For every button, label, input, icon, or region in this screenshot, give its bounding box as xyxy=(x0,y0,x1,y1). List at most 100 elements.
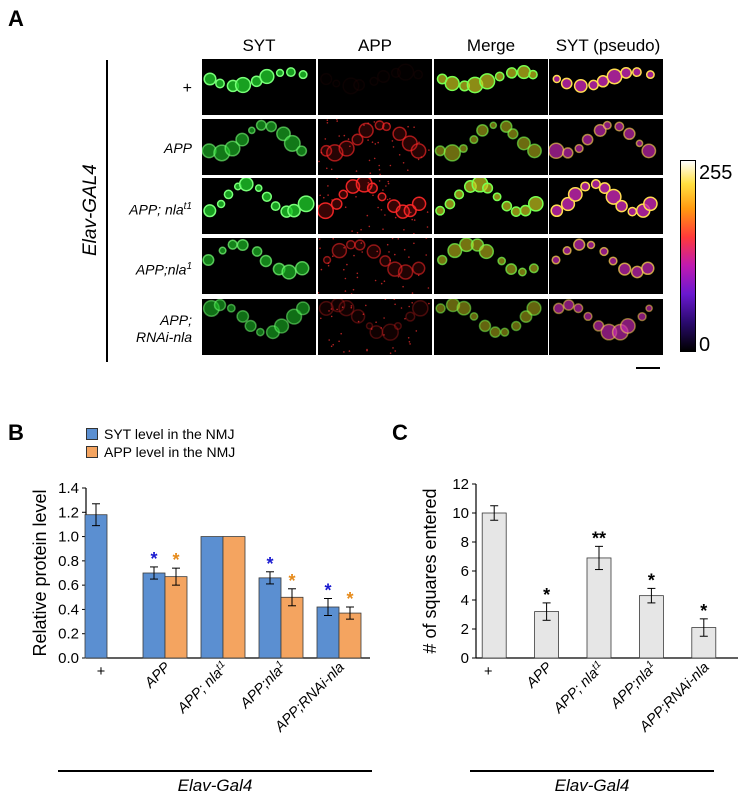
significance-mark: * xyxy=(172,550,179,570)
speckle xyxy=(327,194,329,196)
bouton xyxy=(320,72,333,86)
bar xyxy=(164,576,188,659)
bouton xyxy=(641,261,655,276)
bouton xyxy=(528,263,539,274)
micrograph-syt-row1 xyxy=(202,59,316,115)
x-tick-label: APP;nla1 xyxy=(236,659,290,713)
bouton xyxy=(606,68,623,85)
speckle xyxy=(336,120,338,122)
bouton xyxy=(318,202,334,220)
bouton xyxy=(482,182,494,194)
y-tick-label: 4 xyxy=(461,592,469,609)
bouton xyxy=(285,67,296,78)
speckle xyxy=(382,189,384,191)
speckle xyxy=(320,268,323,271)
bouton xyxy=(411,299,429,317)
speckle xyxy=(413,126,415,128)
speckle xyxy=(428,302,430,305)
speckle xyxy=(378,180,381,182)
bouton xyxy=(435,205,446,216)
intensity-colorbar xyxy=(680,160,696,352)
speckle xyxy=(365,304,367,307)
row-label-app-nlat1: APP; nlat1 xyxy=(129,201,192,218)
bouton xyxy=(528,69,538,80)
speckle xyxy=(352,288,355,291)
bouton xyxy=(296,145,308,157)
bouton xyxy=(295,301,311,316)
speckle xyxy=(410,211,412,214)
speckle xyxy=(319,194,321,197)
bouton xyxy=(392,126,407,142)
speckle xyxy=(330,308,333,310)
speckle xyxy=(389,259,391,261)
bouton xyxy=(492,192,502,202)
bouton xyxy=(379,255,392,267)
speckle xyxy=(411,302,413,304)
speckle xyxy=(389,164,392,167)
speckle xyxy=(417,274,420,277)
speckle xyxy=(373,121,376,123)
bouton xyxy=(376,69,391,84)
speckle xyxy=(355,170,358,172)
bouton xyxy=(550,204,564,218)
y-tick-label: 0.4 xyxy=(58,601,79,618)
bouton xyxy=(627,206,638,217)
bouton xyxy=(369,325,384,340)
speckle xyxy=(413,219,416,221)
x-tick-label: APP; nlat1 xyxy=(173,659,232,718)
speckle xyxy=(350,305,353,307)
bouton xyxy=(444,198,456,210)
speckle xyxy=(383,317,385,319)
legend-swatch-app xyxy=(86,446,98,458)
bouton xyxy=(259,68,275,85)
bouton xyxy=(287,203,301,218)
speckle xyxy=(343,134,346,137)
bouton xyxy=(234,76,252,94)
bouton xyxy=(583,311,593,322)
genotype-label-c: Elav-Gal4 xyxy=(554,776,630,795)
bouton xyxy=(381,122,392,132)
bouton xyxy=(500,327,510,337)
speckle xyxy=(319,247,321,249)
bouton xyxy=(223,189,234,200)
speckle xyxy=(402,162,405,164)
x-tick-label: APP;nla1 xyxy=(607,659,661,713)
y-tick-label: 8 xyxy=(461,534,469,551)
speckle xyxy=(318,204,319,207)
speckle xyxy=(326,122,329,124)
speckle xyxy=(355,196,357,198)
bar xyxy=(586,557,612,659)
micrograph-merge-row2 xyxy=(434,119,548,175)
speckle xyxy=(343,247,345,249)
bouton xyxy=(447,243,463,259)
bouton xyxy=(560,77,573,90)
speckle xyxy=(318,292,320,294)
bouton xyxy=(489,326,502,338)
speckle xyxy=(353,254,355,257)
bouton xyxy=(637,311,647,322)
micrograph-pseudo-row3 xyxy=(549,178,663,234)
bouton xyxy=(294,261,310,276)
speckle xyxy=(370,186,372,188)
x-tick-label: + xyxy=(97,664,105,680)
bouton xyxy=(560,196,576,212)
genotype-line-b xyxy=(58,770,372,772)
speckle xyxy=(328,310,330,312)
genotype-label-b: Elav-Gal4 xyxy=(177,776,253,795)
micrograph-syt-row4 xyxy=(202,238,316,294)
bouton xyxy=(215,78,225,89)
speckle xyxy=(384,214,386,216)
speckle xyxy=(425,238,428,239)
speckle xyxy=(391,140,394,142)
bouton xyxy=(330,299,346,313)
speckle xyxy=(326,119,329,121)
y-tick-label: 0 xyxy=(461,650,469,667)
speckle xyxy=(370,328,373,330)
scale-bar xyxy=(636,367,660,369)
bouton xyxy=(236,238,249,252)
speckle xyxy=(380,209,383,211)
bouton xyxy=(338,300,355,317)
speckle xyxy=(375,321,377,323)
speckle xyxy=(403,229,405,231)
bouton xyxy=(235,132,250,147)
